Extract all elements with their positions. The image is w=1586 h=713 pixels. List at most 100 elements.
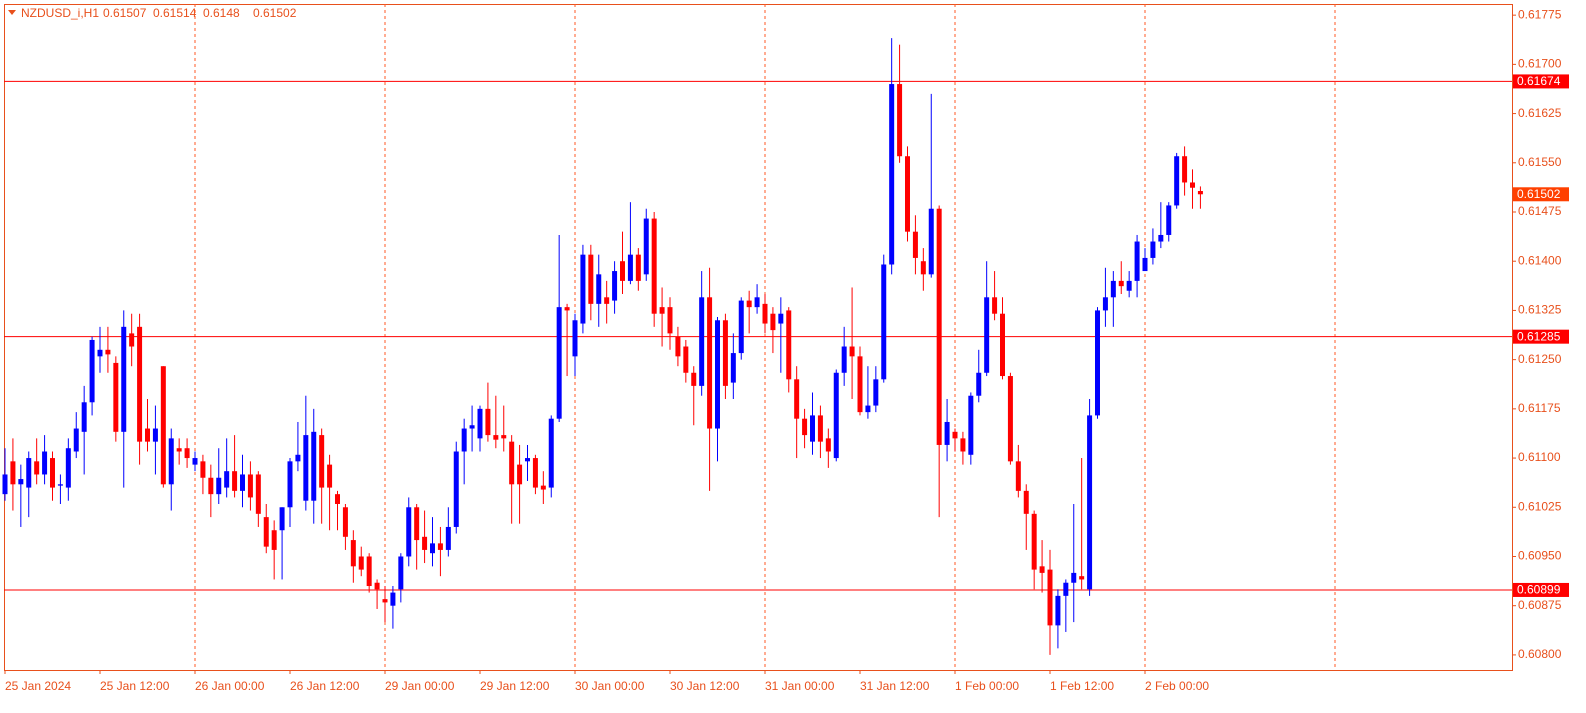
x-tick-label: 25 Jan 12:00	[100, 679, 170, 693]
candle-body	[1102, 297, 1108, 311]
candle-body	[1150, 241, 1156, 258]
candle-body	[1158, 234, 1164, 242]
candle-body	[1039, 566, 1045, 573]
candle-body	[778, 313, 784, 324]
x-tick-label: 2 Feb 00:00	[1145, 679, 1209, 693]
candle-body	[327, 464, 333, 488]
plot-frame	[4, 4, 1513, 671]
candle-body	[1095, 310, 1100, 416]
candle-body	[168, 438, 174, 485]
candle-body	[984, 297, 990, 373]
candle-body	[461, 428, 467, 452]
candle-body	[406, 507, 412, 557]
candle-body	[1063, 582, 1069, 596]
candle-body	[26, 458, 32, 488]
candle-body	[588, 254, 594, 304]
y-tick-label: 0.60875	[1518, 598, 1562, 612]
candle-body	[825, 438, 831, 452]
candle-body	[73, 428, 79, 452]
candle-body	[192, 458, 198, 465]
y-tick-label: 0.61700	[1518, 57, 1562, 71]
y-tick-label: 0.61550	[1518, 155, 1562, 169]
candle-body	[651, 218, 657, 314]
level-tag	[1513, 74, 1569, 89]
candle-body	[604, 297, 610, 304]
candle-body	[944, 421, 950, 445]
y-tick-label: 0.60800	[1518, 647, 1562, 661]
candle-body	[469, 425, 475, 429]
candle-body	[841, 346, 847, 373]
candle-body	[422, 536, 428, 550]
candle-body	[968, 395, 974, 455]
candle-body	[1000, 313, 1005, 377]
candle-body	[1197, 191, 1203, 195]
candle-body	[113, 362, 119, 432]
candle-body	[137, 326, 143, 442]
candle-body	[912, 231, 918, 258]
y-tick-label: 0.61250	[1518, 352, 1562, 366]
candle-body	[580, 254, 586, 324]
candle-body	[707, 297, 713, 429]
candle-body	[1118, 280, 1124, 287]
candle-body	[350, 540, 356, 567]
x-tick-label: 29 Jan 12:00	[480, 679, 550, 693]
candle-body	[786, 310, 792, 380]
candle-body	[556, 307, 562, 419]
header-low: 0.6148	[203, 6, 240, 20]
candle-body	[97, 349, 103, 357]
candle-body	[1166, 205, 1172, 235]
candle-body	[176, 448, 182, 452]
candle-body	[10, 461, 16, 485]
y-tick-label: 0.61025	[1518, 499, 1562, 513]
candle-body	[65, 448, 71, 488]
candle-body	[247, 474, 253, 498]
candle-body	[659, 307, 665, 314]
symbol: NZDUSD_i,H1	[21, 6, 99, 20]
candle-body	[1174, 156, 1180, 206]
price-tag	[1513, 187, 1569, 202]
candle-body	[881, 264, 887, 380]
header-close: 0.61502	[253, 6, 297, 20]
candle-body	[358, 556, 364, 570]
candle-body	[279, 507, 285, 531]
x-tick-label: 30 Jan 12:00	[670, 679, 740, 693]
candle-body	[398, 556, 404, 590]
candle-body	[430, 543, 435, 554]
candle-body	[525, 458, 530, 462]
candle-body	[952, 431, 958, 439]
candle-body	[2, 474, 8, 495]
candle-body	[762, 303, 768, 324]
candle-body	[1110, 280, 1116, 298]
candle-body	[802, 418, 808, 436]
candle-body	[817, 415, 823, 442]
candle-body	[738, 300, 744, 354]
candle-body	[1142, 257, 1148, 272]
y-tick-label: 0.61325	[1518, 303, 1562, 317]
candle-body	[105, 349, 111, 355]
candle-body	[699, 297, 705, 386]
candle-body	[509, 441, 515, 485]
x-tick-label: 31 Jan 00:00	[765, 679, 835, 693]
y-tick-label: 0.61475	[1518, 204, 1562, 218]
header-high: 0.61514	[153, 6, 197, 20]
candle-body	[1182, 156, 1188, 183]
price-label: 0.61502	[1517, 187, 1561, 201]
x-tick-label: 1 Feb 12:00	[1050, 679, 1114, 693]
candle-body	[635, 254, 641, 281]
candle-body	[754, 297, 760, 308]
level-label: 0.61285	[1517, 329, 1561, 343]
candle-body	[81, 402, 87, 432]
collapse-icon[interactable]	[8, 10, 16, 15]
candle-body	[152, 428, 158, 442]
candle-body	[287, 461, 293, 508]
candle-body	[897, 84, 903, 157]
candle-body	[1071, 572, 1077, 583]
level-label: 0.60899	[1517, 583, 1561, 597]
candle-body	[184, 448, 190, 459]
y-tick-label: 0.60950	[1518, 549, 1562, 563]
x-tick-label: 1 Feb 00:00	[955, 679, 1019, 693]
candle-body	[849, 346, 855, 357]
candle-body	[865, 405, 871, 413]
candle-body	[548, 418, 554, 488]
candle-body	[540, 485, 546, 490]
